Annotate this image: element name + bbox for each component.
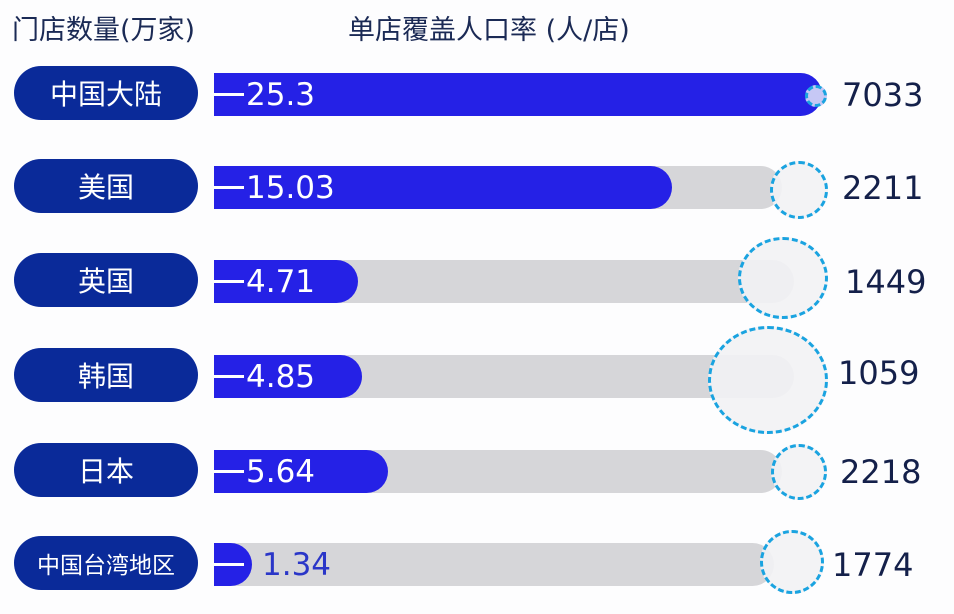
coverage-value: 1059 (838, 354, 920, 392)
stores-value: 1.34 (214, 543, 331, 586)
coverage-header: 单店覆盖人口率 (人/店) (348, 15, 630, 46)
stores-value: 15.03 (214, 166, 335, 209)
stores-number: 15.03 (246, 169, 335, 206)
region-label: 日本 (14, 443, 198, 497)
region-label: 美国 (14, 159, 198, 213)
bar-fill (214, 73, 822, 116)
coverage-value: 2211 (842, 169, 924, 207)
stores-value: 5.64 (214, 450, 315, 493)
region-label: 中国台湾地区 (14, 536, 198, 590)
coverage-circle (771, 444, 827, 500)
stores-header: 门店数量(万家) (12, 15, 196, 46)
coverage-value: 1774 (832, 546, 914, 584)
coverage-circle (805, 85, 827, 107)
coverage-value: 7033 (842, 76, 924, 114)
region-label: 英国 (14, 253, 198, 307)
coverage-circle (738, 237, 828, 319)
stores-number: 4.85 (246, 358, 316, 395)
stores-value: 25.3 (214, 73, 315, 116)
stores-value: 4.71 (214, 260, 315, 303)
dash-marker (214, 280, 244, 283)
region-label: 韩国 (14, 348, 198, 402)
stores-number: 4.71 (246, 263, 316, 300)
stores-value: 4.85 (214, 355, 315, 398)
coverage-circle (708, 326, 828, 434)
dash-marker (214, 186, 244, 189)
dash-marker (214, 375, 244, 378)
chart-row-taiwan: 中国台湾地区 1.34 1774 (0, 530, 954, 594)
coverage-circle (760, 530, 824, 594)
region-label: 中国大陆 (14, 66, 198, 120)
bar-fill (214, 166, 672, 209)
chart-row-korea: 韩国 4.85 1059 (0, 326, 954, 434)
chart-row-china-mainland: 中国大陆 25.3 7033 (0, 60, 954, 120)
coverage-value: 2218 (840, 453, 922, 491)
coverage-circle (770, 161, 828, 219)
chart-row-japan: 日本 5.64 2218 (0, 437, 954, 500)
bar-track (214, 543, 774, 586)
chart-row-uk: 英国 4.71 1449 (0, 237, 954, 319)
stores-number: 1.34 (262, 546, 332, 583)
stores-number: 5.64 (246, 453, 316, 490)
dash-marker (214, 563, 244, 566)
stores-number: 25.3 (246, 76, 316, 113)
dash-marker (214, 93, 244, 96)
chart-row-usa: 美国 15.03 2211 (0, 153, 954, 219)
coverage-value: 1449 (845, 263, 927, 301)
dash-marker (214, 470, 244, 473)
